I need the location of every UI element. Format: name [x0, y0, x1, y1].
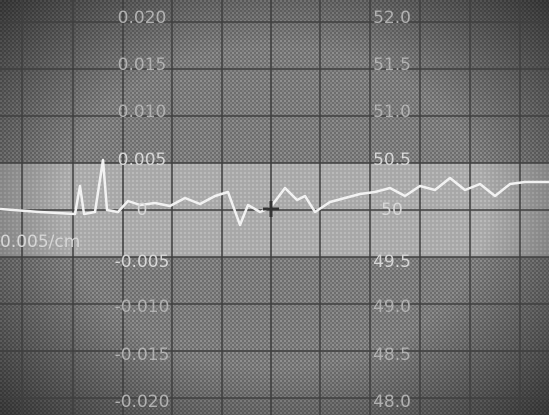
left-scale-label: -0.020	[115, 392, 170, 412]
right-scale-label: 51.5	[373, 55, 411, 75]
right-scale-label: 48.0	[373, 392, 411, 412]
right-scale-label: 51.0	[373, 102, 411, 122]
right-scale-label: 52.0	[373, 8, 411, 28]
left-scale-label: 0	[137, 200, 148, 220]
left-scale-label: -0.015	[115, 345, 170, 365]
left-scale-label: 0.010	[118, 102, 167, 122]
right-scale-label: 49.5	[373, 252, 411, 272]
labels: 0.020 0.015 0.010 0.005 0 -0.005 -0.010 -0.015 -…	[0, 8, 411, 412]
left-scale-label: 0.015	[118, 55, 167, 75]
left-scale-label: 0.020	[118, 8, 167, 28]
right-scale-label: 49.0	[373, 297, 411, 317]
right-scale-label: 50.5	[373, 150, 411, 170]
right-scale-label: 48.5	[373, 345, 411, 365]
center-cross	[263, 201, 279, 217]
left-scale-label: -0.010	[115, 297, 170, 317]
right-scale-label: 50	[381, 200, 403, 220]
left-scale-label: 0.005	[118, 150, 167, 170]
sensitivity-label: 0.005/cm	[0, 232, 80, 252]
left-scale-label: -0.005	[115, 252, 170, 272]
